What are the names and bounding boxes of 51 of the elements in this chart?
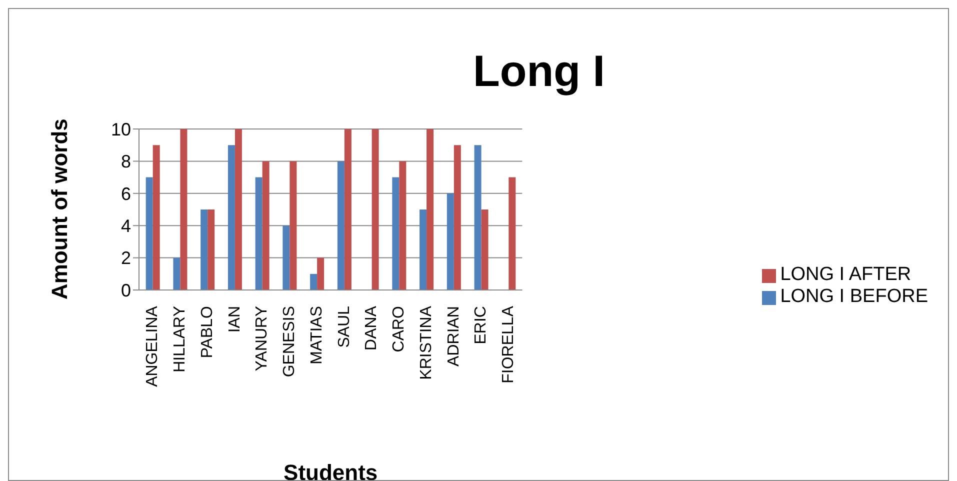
x-tick-label: SAUL xyxy=(336,306,353,348)
x-tick-label: CARO xyxy=(390,306,408,352)
x-tick-label: GENESIS xyxy=(281,306,298,378)
bar xyxy=(399,161,406,290)
legend-label: LONG I AFTER xyxy=(780,264,912,285)
x-tick-label: HILLARY xyxy=(172,306,189,372)
y-tick-label: 0 xyxy=(120,280,131,300)
y-tick-label: 4 xyxy=(120,216,131,236)
bar xyxy=(392,177,400,290)
x-tick-label: KRISTINA xyxy=(418,306,435,380)
bar xyxy=(508,177,516,290)
bar xyxy=(446,193,454,290)
bar xyxy=(426,129,434,290)
y-tick-label: 6 xyxy=(120,184,131,204)
bar xyxy=(290,161,297,290)
chart-title: Long I xyxy=(472,47,606,97)
y-tick-label: 10 xyxy=(110,119,131,140)
bar xyxy=(481,210,488,290)
x-tick-label: MATIAS xyxy=(308,306,326,364)
bar xyxy=(474,145,482,290)
x-axis-title: Students xyxy=(284,460,378,481)
x-tick-label: ADRIAN xyxy=(445,306,462,366)
bar xyxy=(152,145,160,290)
bar xyxy=(344,129,352,290)
bar xyxy=(282,226,290,290)
bar xyxy=(317,258,324,290)
x-tick-label: PABLO xyxy=(198,306,216,358)
bar xyxy=(228,145,235,290)
x-tick-label: YANURY xyxy=(254,306,271,372)
bar xyxy=(173,258,180,290)
bar xyxy=(146,177,153,290)
bar xyxy=(200,210,208,290)
x-tick-label: IAN xyxy=(226,306,244,333)
y-tick-label: 8 xyxy=(120,152,131,172)
bar xyxy=(454,145,461,290)
bar xyxy=(180,129,188,290)
bar xyxy=(234,129,242,290)
y-axis-title: Amount of words xyxy=(46,118,72,300)
bar xyxy=(255,177,262,290)
legend-label: LONG I BEFORE xyxy=(780,286,928,307)
bar xyxy=(208,210,215,290)
bar xyxy=(310,274,318,290)
y-tick-label: 2 xyxy=(120,248,131,268)
x-tick-label: ANGELINA xyxy=(144,306,162,387)
bar xyxy=(372,129,379,290)
bar xyxy=(420,210,427,290)
x-tick-label: ERIC xyxy=(472,306,490,344)
x-tick-label: DANA xyxy=(363,306,380,350)
x-tick-label: FIORELLA xyxy=(500,306,517,384)
bar xyxy=(262,161,270,290)
bar xyxy=(337,161,344,290)
